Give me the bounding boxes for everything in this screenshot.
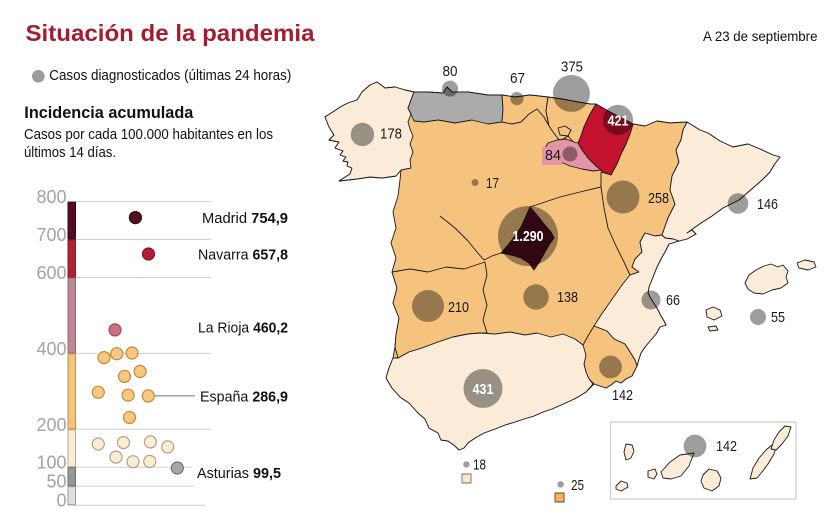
svg-text:80: 80 [443, 63, 458, 80]
svg-text:200: 200 [36, 415, 66, 435]
svg-text:18: 18 [473, 457, 486, 474]
svg-text:178: 178 [380, 126, 402, 143]
svg-text:17: 17 [486, 175, 499, 192]
svg-text:700: 700 [36, 225, 66, 245]
svg-text:1.290: 1.290 [513, 228, 544, 245]
svg-text:258: 258 [648, 190, 669, 207]
svg-text:138: 138 [557, 289, 578, 306]
svg-text:431: 431 [473, 381, 494, 398]
svg-text:800: 800 [36, 187, 66, 207]
svg-text:España 286,9: España 286,9 [200, 388, 288, 405]
svg-text:142: 142 [716, 438, 737, 455]
svg-text:Casos diagnosticados (últimas: Casos diagnosticados (últimas 24 horas) [49, 68, 291, 84]
svg-text:50: 50 [46, 472, 66, 492]
svg-text:142: 142 [612, 387, 633, 404]
svg-text:Casos por cada 100.000 habitan: Casos por cada 100.000 habitantes en los [24, 127, 273, 143]
svg-text:55: 55 [771, 309, 785, 326]
svg-text:Incidencia acumulada: Incidencia acumulada [24, 104, 194, 122]
svg-text:84: 84 [545, 147, 561, 164]
svg-text:25: 25 [571, 477, 584, 494]
svg-text:375: 375 [561, 59, 583, 76]
svg-text:Madrid 754,9: Madrid 754,9 [202, 210, 288, 227]
svg-text:Navarra 657,8: Navarra 657,8 [198, 246, 288, 263]
svg-text:67: 67 [510, 70, 525, 87]
svg-text:0: 0 [56, 491, 66, 511]
svg-text:100: 100 [36, 453, 66, 473]
svg-text:La Rioja 460,2: La Rioja 460,2 [198, 320, 288, 337]
svg-text:210: 210 [448, 299, 469, 316]
svg-text:Asturias 99,5: Asturias 99,5 [197, 465, 281, 482]
svg-text:Situación de la pandemia: Situación de la pandemia [26, 20, 316, 46]
svg-text:A 23 de septiembre: A 23 de septiembre [703, 29, 818, 44]
svg-text:146: 146 [757, 196, 778, 213]
svg-text:400: 400 [36, 339, 66, 359]
svg-text:66: 66 [666, 292, 680, 309]
svg-text:421: 421 [608, 113, 629, 130]
svg-text:600: 600 [36, 263, 66, 283]
svg-text:últimos 14 días.: últimos 14 días. [24, 145, 116, 161]
